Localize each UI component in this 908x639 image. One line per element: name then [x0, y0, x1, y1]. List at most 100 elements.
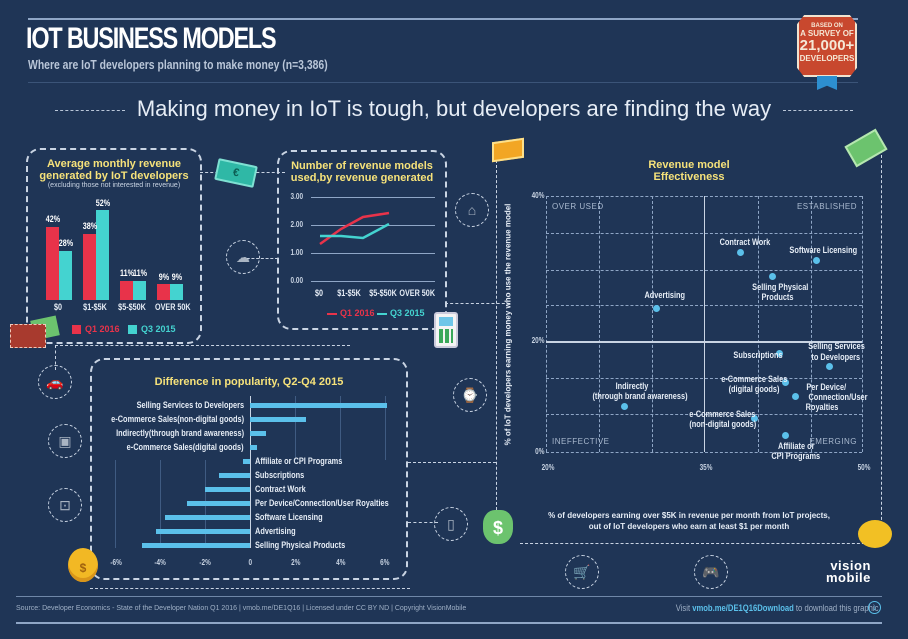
money-bag-icon: $ — [483, 510, 513, 544]
cloud-icon: ☁ — [226, 240, 260, 274]
revenue-title: Average monthly revenue generated by IoT… — [39, 158, 189, 182]
badge-line2: A SURVEY OF — [800, 29, 854, 38]
bar-label: 38% — [82, 221, 98, 231]
point-subscriptions — [776, 350, 783, 357]
connector — [55, 345, 350, 346]
bar-label: 28% — [58, 238, 74, 248]
x-axis-label-2: out of IoT developers who earn at least … — [588, 522, 790, 531]
legend-q1: Q1 2016 — [327, 308, 375, 318]
gridline — [311, 197, 435, 198]
bar-q3-0 — [59, 251, 72, 300]
x-tick: 35% — [699, 463, 713, 472]
point-label: to Developers — [811, 352, 861, 362]
bar-q1-2 — [120, 281, 133, 300]
y-tick: 40% — [531, 191, 545, 200]
point-label: (non-digital goods) — [689, 419, 757, 429]
gridline — [599, 196, 600, 452]
point-advertising — [653, 305, 660, 312]
effectiveness-title-2: Effectiveness — [653, 171, 725, 183]
x-tick: 6% — [380, 558, 390, 567]
row-label: Affiliate or CPI Programs — [255, 456, 343, 466]
footer-top-rule — [16, 596, 882, 597]
zero-line — [250, 396, 251, 548]
point-label: Contract Work — [719, 237, 771, 247]
x-tick: 20% — [541, 463, 555, 472]
x-tick: -4% — [154, 558, 166, 567]
x-tick: -2% — [199, 558, 211, 567]
gridline — [340, 396, 341, 460]
connector — [496, 160, 497, 515]
ribbon-icon — [817, 76, 837, 90]
download-text: Visit vmob.me/DE1Q16Download to download… — [675, 603, 878, 613]
bar-label: 9% — [158, 272, 170, 282]
bar-label: 42% — [45, 214, 61, 224]
y-tick: 3.00 — [290, 192, 304, 201]
bar-label: 11% — [119, 268, 135, 278]
coins-icon: $ — [68, 548, 98, 582]
gridline — [295, 396, 296, 460]
gridline — [758, 196, 759, 452]
row-label: Indirectly(through brand awareness) — [116, 428, 244, 438]
point-label: (through brand awareness) — [592, 391, 688, 401]
point-label: Advertising — [644, 290, 686, 300]
bar-software-licensing — [165, 515, 250, 520]
connector — [242, 258, 278, 259]
revenue-panel: Average monthly revenue generated by IoT… — [26, 148, 202, 344]
point-label: Royalties — [805, 402, 839, 412]
point-label: Connection/User — [808, 392, 868, 402]
bar-subscriptions — [219, 473, 250, 478]
effectiveness-panel: Revenue model Effectiveness 40% 20% 0% 2… — [496, 145, 882, 545]
connector — [520, 543, 880, 544]
point-label: Subscriptions — [733, 350, 783, 360]
x-tick: 0 — [248, 558, 253, 567]
gridline — [115, 460, 116, 548]
popularity-panel: Difference in popularity, Q2-Q4 2015 Sel… — [90, 358, 408, 580]
bar-q1-0 — [46, 227, 59, 300]
quadrant-established: ESTABLISHED — [796, 202, 857, 211]
connector — [445, 303, 510, 304]
gridline — [546, 196, 547, 452]
bar-ecom-nondigital — [250, 417, 306, 422]
x-label: OVER 50K — [399, 288, 436, 298]
point-label: CPI Programs — [771, 451, 821, 461]
x-axis-label-1: % of developers earning over $5K in reve… — [548, 511, 830, 520]
row-label: Advertising — [255, 526, 296, 536]
revenue-subtitle: (excluding those not interested in reven… — [47, 182, 181, 189]
download-icon[interactable]: ↓ — [868, 601, 881, 614]
download-link[interactable]: vmob.me/DE1Q16Download — [691, 603, 794, 613]
header-divider — [28, 82, 858, 83]
point-label: Products — [761, 292, 794, 302]
bar-contract-work — [205, 487, 250, 492]
point-selling-services — [826, 363, 833, 370]
car-icon: 🚗 — [38, 365, 72, 399]
tagline: Making money in IoT is tough, but develo… — [0, 96, 908, 122]
point-label: e-Commerce Sales — [689, 409, 756, 419]
bar-label: 11% — [132, 268, 148, 278]
connector — [55, 345, 56, 370]
row-label: Subscriptions — [255, 470, 305, 480]
legend-q1: Q1 2016 — [72, 324, 120, 335]
gridline — [385, 396, 386, 460]
y-tick: 1.00 — [290, 248, 304, 257]
connector — [408, 462, 496, 463]
x-tick: 4% — [336, 558, 346, 567]
source-text: Source: Developer Economics - State of t… — [16, 605, 467, 612]
bar-per-device — [187, 501, 250, 506]
bar-label: 52% — [95, 198, 111, 208]
logo-line2: mobile — [826, 570, 871, 585]
gridline — [862, 196, 863, 452]
bar-affiliate — [243, 459, 250, 464]
point-label: Per Device/ — [806, 382, 847, 392]
row-label: e-Commerce Sales(non-digital goods) — [111, 414, 244, 424]
footer-bottom-rule — [16, 622, 882, 624]
quadrant-emerging: EMERGING — [809, 437, 857, 446]
row-label: Selling Services to Developers — [136, 400, 244, 410]
tablet-icon: ▯ — [434, 507, 468, 541]
gridline — [546, 452, 862, 453]
tagline-text: Making money in IoT is tough, but develo… — [136, 96, 772, 121]
mid-axis-vertical — [704, 196, 705, 452]
top-rule — [28, 18, 858, 20]
bar-q3-2 — [133, 281, 146, 300]
x-label: $0 — [314, 288, 323, 298]
models-panel: Number of revenue models used,by revenue… — [277, 150, 447, 330]
